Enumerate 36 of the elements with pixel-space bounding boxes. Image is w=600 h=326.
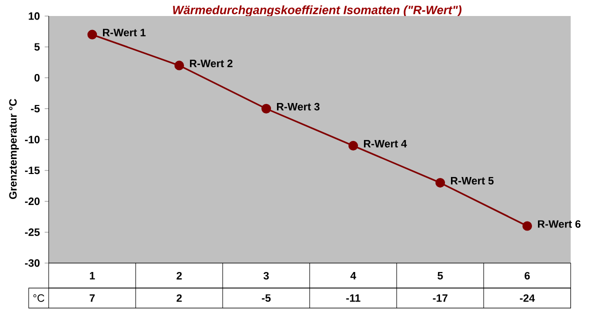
annotation: R-Wert 6: [538, 220, 581, 228]
y-tick-label: -10: [25, 136, 40, 144]
x-tick-label: 4: [350, 272, 356, 280]
data-label: -11: [346, 294, 360, 302]
annotation: R-Wert 3: [276, 102, 320, 110]
y-tick-label: -30: [25, 259, 40, 267]
point: [522, 221, 532, 231]
y-tick-label: 5: [34, 43, 40, 51]
annotation: R-Wert 5: [450, 177, 494, 185]
y-tick-label: 10: [28, 12, 40, 20]
point: [435, 178, 446, 188]
y-axis-title: Grenztemperatur °C: [9, 98, 19, 200]
data-label: -24: [520, 294, 535, 302]
data-label: 2: [176, 294, 182, 302]
x-tick-label: 1: [90, 272, 95, 280]
y-tick-label: -25: [25, 228, 40, 236]
chart-title: Wärmedurchgangskoeffizient Isomatten ("R-Wert"): [173, 5, 462, 17]
data-label: 7: [90, 294, 95, 302]
annotation: R-Wert 2: [190, 60, 232, 68]
x-tick-label: 3: [264, 272, 269, 280]
point: [174, 60, 184, 70]
annotation: R-Wert 1: [102, 28, 146, 36]
annotation: R-Wert 4: [364, 140, 407, 148]
y-tick-label: 0: [34, 74, 40, 82]
text: °C: [33, 294, 44, 302]
data-label: -17: [432, 294, 448, 302]
data-label: -5: [262, 294, 271, 302]
x-tick-label: 6: [524, 272, 530, 280]
x-tick-label: 5: [438, 272, 443, 280]
y-tick-label: -20: [25, 198, 40, 206]
point: [87, 30, 98, 40]
y-tick-label: -15: [25, 166, 40, 174]
point: [348, 140, 358, 151]
y-tick-label: -5: [30, 104, 40, 112]
x-tick-label: 2: [176, 272, 182, 280]
point: [261, 104, 272, 114]
